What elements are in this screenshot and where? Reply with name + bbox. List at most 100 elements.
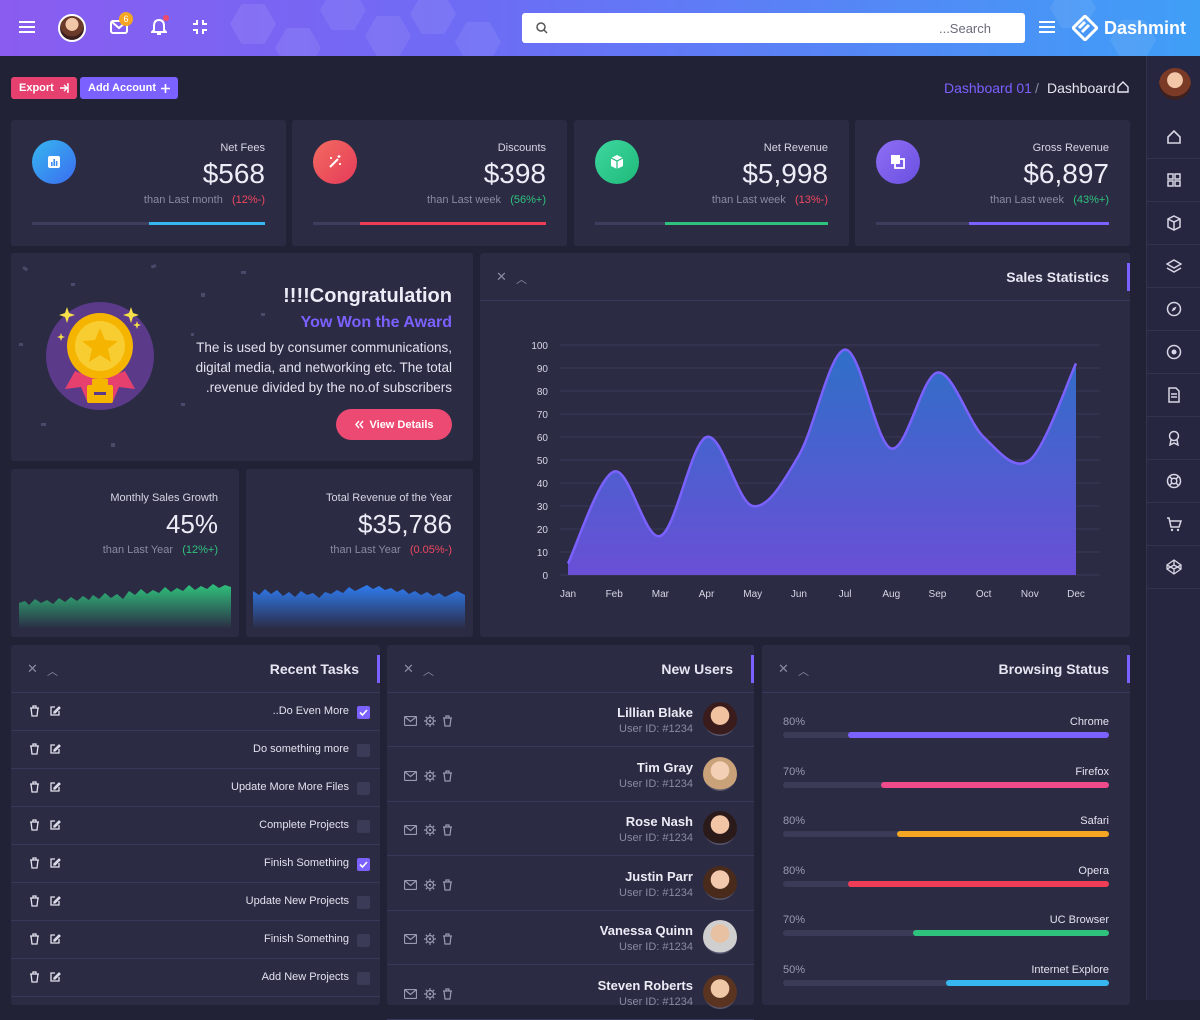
edit-icon[interactable] bbox=[49, 971, 61, 983]
user-row[interactable]: Vanessa Quinn User ID: #1234 bbox=[387, 911, 754, 965]
breadcrumb-current[interactable]: Dashboard 01 bbox=[944, 80, 1032, 96]
task-checkbox[interactable] bbox=[357, 896, 370, 909]
user-avatar[interactable] bbox=[703, 920, 737, 954]
sidebar-item-layers[interactable] bbox=[1147, 245, 1200, 288]
close-icon[interactable]: ✕ bbox=[27, 661, 38, 676]
sidebar-avatar[interactable] bbox=[1159, 68, 1191, 100]
data-point[interactable] bbox=[566, 562, 570, 566]
trash-icon[interactable] bbox=[442, 933, 453, 945]
gear-icon[interactable] bbox=[424, 715, 436, 727]
trash-icon[interactable] bbox=[442, 715, 453, 727]
search-bar[interactable]: ...Search bbox=[522, 13, 1025, 43]
breadcrumb-parent[interactable]: Dashboard bbox=[1047, 80, 1116, 96]
trash-icon[interactable] bbox=[442, 769, 453, 782]
mail-icon[interactable] bbox=[404, 770, 417, 781]
user-avatar[interactable] bbox=[58, 14, 86, 42]
user-avatar[interactable] bbox=[703, 865, 737, 900]
sidebar-item-home[interactable] bbox=[1147, 116, 1200, 159]
user-row[interactable]: Rose Nash User ID: #1234 bbox=[387, 802, 754, 856]
data-point[interactable] bbox=[705, 435, 709, 439]
sidebar-item-target[interactable] bbox=[1147, 331, 1200, 374]
edit-icon[interactable] bbox=[49, 857, 61, 869]
data-point[interactable] bbox=[612, 470, 616, 474]
data-point[interactable] bbox=[889, 447, 893, 451]
trash-icon[interactable] bbox=[29, 705, 40, 717]
data-point[interactable] bbox=[843, 348, 847, 352]
export-button[interactable]: Export bbox=[11, 77, 77, 99]
user-avatar[interactable] bbox=[703, 756, 737, 791]
user-name[interactable]: Tim Gray bbox=[636, 759, 693, 775]
edit-icon[interactable] bbox=[49, 705, 61, 717]
menu-icon[interactable] bbox=[16, 16, 38, 38]
trash-icon[interactable] bbox=[29, 933, 40, 945]
user-avatar[interactable] bbox=[703, 702, 737, 736]
sidebar-item-codepen[interactable] bbox=[1147, 546, 1200, 589]
task-checkbox[interactable] bbox=[357, 934, 370, 947]
user-row[interactable]: Justin Parr User ID: #1234 bbox=[387, 857, 754, 911]
user-avatar[interactable] bbox=[703, 974, 737, 1009]
menu-lines-icon[interactable] bbox=[1036, 16, 1058, 38]
close-icon[interactable]: ✕ bbox=[778, 661, 789, 676]
mail-icon[interactable] bbox=[404, 988, 417, 999]
edit-icon[interactable] bbox=[49, 895, 61, 907]
trash-icon[interactable] bbox=[29, 857, 40, 869]
fullscreen-exit-icon[interactable] bbox=[189, 16, 211, 38]
user-name[interactable]: Lillian Blake bbox=[617, 705, 693, 720]
data-point[interactable] bbox=[797, 453, 801, 457]
mail-icon[interactable] bbox=[404, 879, 417, 890]
mail-icon[interactable] bbox=[404, 934, 417, 944]
data-point[interactable] bbox=[658, 534, 662, 538]
gear-icon[interactable] bbox=[424, 933, 436, 945]
sidebar-item-documents[interactable] bbox=[1147, 374, 1200, 417]
edit-icon[interactable] bbox=[49, 781, 61, 793]
user-avatar[interactable] bbox=[703, 811, 737, 845]
sidebar-item-support[interactable] bbox=[1147, 460, 1200, 503]
sidebar-item-apps[interactable] bbox=[1147, 159, 1200, 202]
task-checkbox[interactable] bbox=[357, 820, 370, 833]
collapse-icon[interactable]: ︿ bbox=[47, 666, 58, 678]
collapse-icon[interactable]: ︿ bbox=[516, 274, 527, 286]
user-row[interactable]: Tim Gray User ID: #1234 bbox=[387, 748, 754, 802]
user-row[interactable]: Steven Roberts User ID: #1234 bbox=[387, 966, 754, 1020]
data-point[interactable] bbox=[982, 435, 986, 439]
task-checkbox[interactable] bbox=[357, 782, 370, 795]
gear-icon[interactable] bbox=[424, 769, 436, 782]
sidebar-item-cart[interactable] bbox=[1147, 503, 1200, 546]
trash-icon[interactable] bbox=[29, 743, 40, 755]
collapse-icon[interactable]: ︿ bbox=[423, 666, 434, 678]
edit-icon[interactable] bbox=[49, 819, 61, 831]
task-checkbox[interactable] bbox=[357, 744, 370, 757]
data-point[interactable] bbox=[1074, 361, 1078, 365]
user-name[interactable]: Rose Nash bbox=[625, 814, 693, 829]
user-name[interactable]: Steven Roberts bbox=[597, 977, 693, 993]
view-details-button[interactable]: View Details bbox=[336, 409, 452, 440]
data-point[interactable] bbox=[751, 504, 755, 508]
trash-icon[interactable] bbox=[29, 781, 40, 793]
gear-icon[interactable] bbox=[424, 878, 436, 891]
trash-icon[interactable] bbox=[29, 971, 40, 983]
trash-icon[interactable] bbox=[29, 819, 40, 831]
user-row[interactable]: Lillian Blake User ID: #1234 bbox=[387, 693, 754, 747]
collapse-icon[interactable]: ︿ bbox=[798, 666, 809, 678]
data-point[interactable] bbox=[1028, 458, 1032, 462]
gear-icon[interactable] bbox=[424, 987, 436, 1000]
trash-icon[interactable] bbox=[29, 895, 40, 907]
sidebar-item-awards[interactable] bbox=[1147, 417, 1200, 460]
close-icon[interactable]: ✕ bbox=[496, 269, 507, 284]
brand-name[interactable]: Dashmint bbox=[1104, 18, 1187, 38]
user-name[interactable]: Vanessa Quinn bbox=[599, 923, 693, 938]
bell-icon[interactable] bbox=[148, 16, 170, 38]
task-checkbox[interactable] bbox=[357, 706, 370, 719]
trash-icon[interactable] bbox=[442, 824, 453, 836]
task-checkbox[interactable] bbox=[357, 858, 370, 871]
user-name[interactable]: Justin Parr bbox=[625, 868, 693, 884]
task-checkbox[interactable] bbox=[357, 972, 370, 985]
sidebar-item-compass[interactable] bbox=[1147, 288, 1200, 331]
trash-icon[interactable] bbox=[442, 878, 453, 891]
sidebar-item-box[interactable] bbox=[1147, 202, 1200, 245]
mail-icon[interactable] bbox=[404, 716, 417, 726]
edit-icon[interactable] bbox=[49, 743, 61, 755]
mail-icon[interactable] bbox=[404, 825, 417, 835]
gear-icon[interactable] bbox=[424, 824, 436, 836]
edit-icon[interactable] bbox=[49, 933, 61, 945]
